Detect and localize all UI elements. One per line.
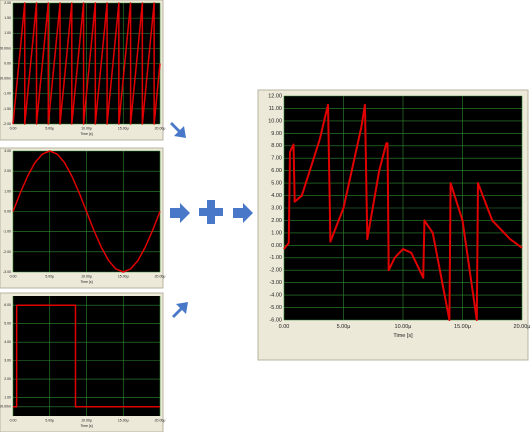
x-tick-label: 5.00μ — [45, 126, 54, 130]
y-tick-label: 1.00 — [4, 395, 11, 399]
arrow-right — [233, 203, 253, 223]
y-tick-label: 7.00 — [271, 156, 282, 162]
y-tick-label: 2.00 — [271, 218, 282, 224]
signal-line — [283, 103, 523, 321]
y-tick-label: 6.00 — [4, 303, 11, 307]
x-axis-label: Time [s] — [80, 280, 92, 284]
y-tick-label: 500.00m — [0, 46, 11, 50]
x-tick-label: 15.00μ — [454, 324, 471, 330]
scope-panel: 3.002.001.000.00-1.00-2.00-3.000.00 5.00μ… — [0, 147, 166, 289]
y-tick-label: 0.00 — [4, 209, 11, 213]
arrows — [170, 122, 253, 318]
x-tick-label: 15.00μ — [118, 126, 129, 130]
y-tick-label: 10.00 — [268, 118, 282, 124]
x-tick-label: 20.00μ — [155, 126, 166, 130]
arrow-down-right — [170, 122, 186, 138]
y-tick-label: -1.00 — [3, 92, 11, 96]
x-axis-label: Time [s] — [80, 132, 92, 136]
y-tick-label: 6.00 — [271, 168, 282, 174]
y-tick-label: 1.00 — [4, 189, 11, 193]
x-tick-label: 15.00μ — [118, 274, 129, 278]
y-tick-label: 5.00 — [4, 322, 11, 326]
x-tick-label: 5.00μ — [337, 324, 351, 330]
x-tick-label: 0.00 — [279, 324, 290, 330]
x-axis-label: Time [s] — [393, 333, 413, 339]
y-tick-label: -500.00m — [0, 77, 11, 81]
y-tick-label: 4.00 — [271, 193, 282, 199]
y-tick-label: 3.00 — [4, 359, 11, 363]
y-tick-label: -1.50 — [3, 107, 11, 111]
y-tick-label: -3.00 — [269, 280, 282, 286]
scope-panel: 2.00 1.50 1.00 500.00m 0.00 -500.00m -1.00 -1.5… — [0, 0, 166, 141]
y-tick-label: -2.00 — [3, 122, 11, 126]
y-tick-label: 4.00 — [4, 340, 11, 344]
arrow-right — [170, 203, 190, 223]
arrow-up-right — [172, 302, 188, 318]
y-tick-label: -1.00 — [3, 230, 11, 234]
x-tick-label: 20.00μ — [155, 274, 166, 278]
y-tick-label: 0.00 — [4, 61, 11, 65]
y-tick-label: 1.00 — [271, 230, 282, 236]
x-tick-label: 0.00 — [10, 126, 17, 130]
signal-line — [12, 2, 161, 125]
x-tick-label: 10.00μ — [395, 324, 412, 330]
x-axis-label: Time [s] — [80, 424, 92, 428]
y-tick-label: 8.00 — [271, 143, 282, 149]
y-tick-label: 500.00m — [0, 405, 11, 409]
x-tick-label: 10.00μ — [81, 126, 92, 130]
y-tick-label: 3.00 — [4, 149, 11, 153]
y-tick-label: 9.00 — [271, 131, 282, 137]
x-tick-label: 10.00μ — [81, 274, 92, 278]
y-tick-label: 12.00 — [268, 93, 282, 99]
y-tick-label: -4.00 — [269, 293, 282, 299]
y-tick-label: -5.00 — [269, 305, 282, 311]
y-tick-label: -2.00 — [3, 250, 11, 254]
x-tick-label: 5.00μ — [45, 274, 54, 278]
x-tick-label: 0.00 — [10, 274, 17, 278]
signal-line — [12, 150, 161, 273]
x-tick-label: 15.00μ — [118, 418, 129, 422]
y-tick-label: -3.00 — [3, 270, 11, 274]
signal-line — [13, 304, 160, 408]
y-tick-label: 1.50 — [4, 16, 11, 20]
y-tick-label: 2.00 — [4, 169, 11, 173]
y-tick-label: -6.00 — [269, 317, 282, 323]
scope-panel: 6.00 5.00 4.00 3.00 2.00 1.00 500.00m 0.00 5.00μ… — [0, 292, 166, 432]
y-tick-label: 2.00 — [4, 377, 11, 381]
x-tick-label: 20.00μ — [514, 324, 531, 330]
y-tick-label: 1.00 — [4, 31, 11, 35]
x-tick-label: 10.00μ — [81, 418, 92, 422]
x-tick-label: 0.00 — [10, 418, 17, 422]
x-tick-label: 5.00μ — [45, 418, 54, 422]
y-tick-label: 3.00 — [271, 205, 282, 211]
y-tick-label: -2.00 — [269, 268, 282, 274]
y-tick-label: -1.00 — [269, 255, 282, 261]
y-tick-label: 11.00 — [269, 106, 282, 112]
x-tick-label: 20.00μ — [155, 418, 166, 422]
scope-panel: 12.00 11.00 10.00 9.00 8.00 7.00 6.00 5.00 4.00 3… — [257, 89, 531, 361]
y-tick-label: 0.00 — [271, 243, 282, 249]
y-tick-label: 2.00 — [4, 1, 11, 5]
y-tick-label: 5.00 — [271, 181, 282, 187]
plus-sign — [199, 200, 223, 224]
